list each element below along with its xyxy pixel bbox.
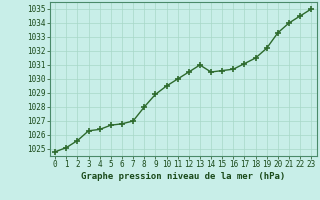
X-axis label: Graphe pression niveau de la mer (hPa): Graphe pression niveau de la mer (hPa) [81, 172, 285, 181]
